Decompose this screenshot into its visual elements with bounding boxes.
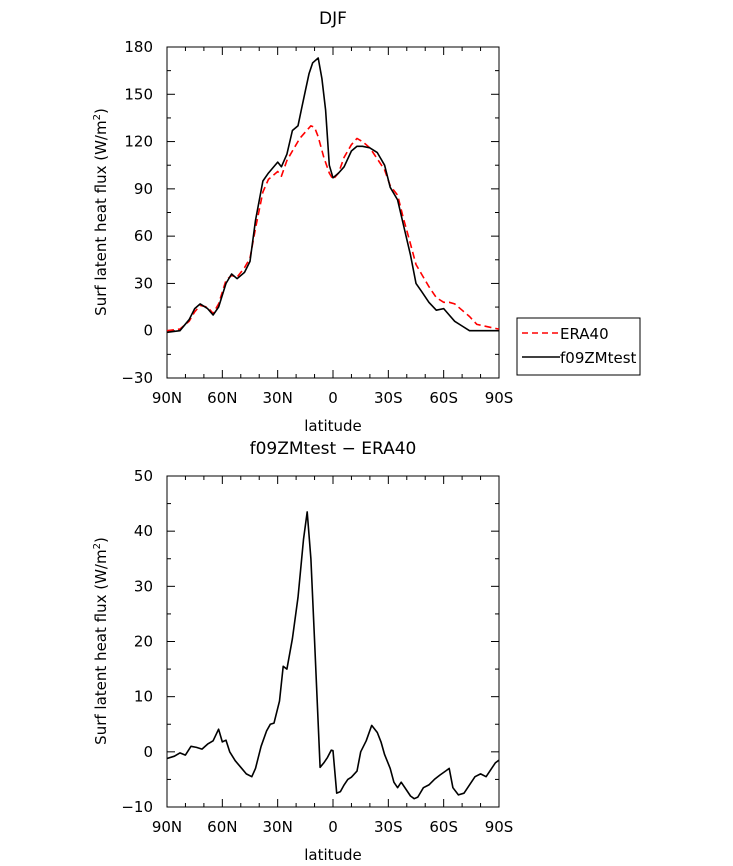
x-tick-label: 0: [328, 818, 338, 836]
bottom-series-lines: [166, 511, 500, 800]
y-tick-label: 120: [124, 133, 153, 151]
y-tick-label: 150: [124, 85, 153, 103]
y-tick-label: −10: [121, 798, 153, 816]
y-tick-label: 10: [134, 688, 153, 706]
y-tick-label: 0: [143, 743, 153, 761]
x-tick-label: 60N: [207, 389, 237, 407]
y-tick-label: 20: [134, 633, 153, 651]
y-tick-label: 50: [134, 467, 153, 485]
top-y-axis-label-sup: 2: [92, 114, 103, 120]
top-series-lines: [166, 57, 500, 334]
top-y-axis-label: Surf latent heat flux (W/m2): [92, 108, 110, 316]
bottom-panel: f09ZMtest − ERA40 90N 60N 30N 0 30S 60S 90S −10…: [92, 439, 513, 864]
x-tick-label: 90N: [152, 389, 182, 407]
x-tick-label: 0: [328, 389, 338, 407]
top-plot-frame: [166, 46, 500, 379]
bottom-x-axis-label: latitude: [304, 846, 362, 864]
series-line-f09zmtest: [166, 57, 499, 334]
top-y-axis-label-main: Surf latent heat flux (W/m: [92, 120, 110, 315]
bottom-y-axis-label-main: Surf latent heat flux (W/m: [92, 549, 110, 744]
bottom-panel-title: f09ZMtest − ERA40: [250, 439, 417, 459]
legend-label-era40: ERA40: [560, 325, 609, 343]
y-tick-label: 60: [134, 227, 153, 245]
bottom-axis-ticks: 90N 60N 30N 0 30S 60S 90S −10 0 10 20 30 40 50: [121, 467, 513, 836]
y-tick-label: 30: [134, 577, 153, 595]
y-tick-label: 90: [134, 180, 153, 198]
y-tick-label: 30: [134, 274, 153, 292]
y-tick-label: 0: [143, 322, 153, 340]
x-tick-label: 60S: [429, 818, 458, 836]
x-tick-label: 30S: [374, 389, 403, 407]
series-line-era40: [166, 125, 500, 332]
x-tick-label: 90N: [152, 818, 182, 836]
x-tick-label: 90S: [485, 389, 514, 407]
x-tick-label: 90S: [485, 818, 514, 836]
bottom-y-axis-label-sup: 2: [92, 543, 103, 549]
top-panel-title: DJF: [319, 9, 347, 29]
series-line-difference: [166, 511, 500, 800]
y-tick-label: 40: [134, 522, 153, 540]
legend-label-f09zmtest: f09ZMtest: [560, 349, 637, 367]
x-tick-label: 30N: [263, 818, 293, 836]
legend-box: [516, 317, 641, 376]
bottom-y-axis-label: Surf latent heat flux (W/m2): [92, 537, 110, 745]
x-tick-label: 30N: [263, 389, 293, 407]
legend: ERA40 f09ZMtest: [516, 317, 641, 376]
y-tick-label: 180: [124, 38, 153, 56]
top-axis-ticks: 90N 60N 30N 0 30S 60S 90S −30 0 30 60 90 120 150 180: [121, 38, 513, 407]
bottom-y-axis-label-end: ): [92, 537, 110, 543]
top-x-axis-label: latitude: [304, 417, 362, 435]
x-tick-label: 60S: [429, 389, 458, 407]
y-tick-label: −30: [121, 369, 153, 387]
top-y-axis-label-end: ): [92, 108, 110, 114]
top-panel: DJF 90N 60N 30N 0 30S 60S 90S −30 0 30 60 90 120 150 1…: [92, 9, 641, 435]
x-tick-label: 30S: [374, 818, 403, 836]
x-tick-label: 60N: [207, 818, 237, 836]
